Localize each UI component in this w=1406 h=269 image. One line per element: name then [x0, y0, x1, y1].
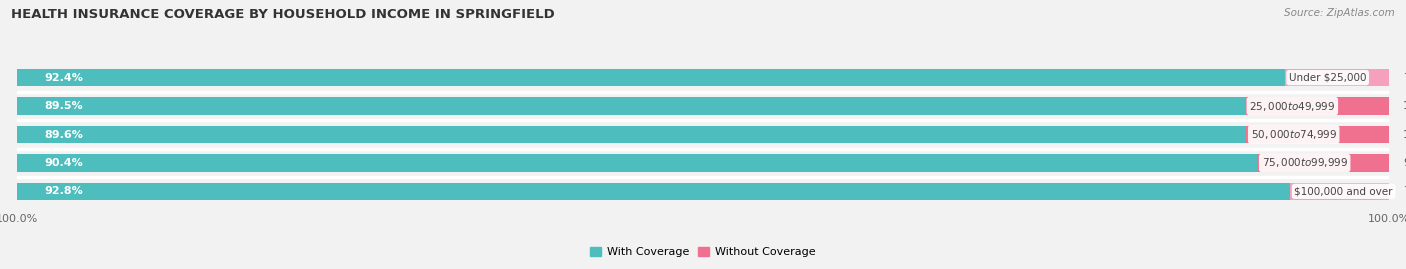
Text: HEALTH INSURANCE COVERAGE BY HOUSEHOLD INCOME IN SPRINGFIELD: HEALTH INSURANCE COVERAGE BY HOUSEHOLD I… — [11, 8, 555, 21]
Bar — [17, 97, 1389, 115]
Bar — [17, 69, 1285, 86]
Text: 92.8%: 92.8% — [45, 186, 83, 196]
Bar — [17, 97, 1246, 115]
Text: 10.4%: 10.4% — [1403, 129, 1406, 140]
Bar — [1291, 183, 1389, 200]
Text: 89.6%: 89.6% — [45, 129, 83, 140]
Text: $25,000 to $49,999: $25,000 to $49,999 — [1249, 100, 1336, 113]
Bar — [17, 183, 1389, 200]
Text: 7.6%: 7.6% — [1403, 73, 1406, 83]
Bar — [1257, 154, 1389, 172]
Text: 7.2%: 7.2% — [1403, 186, 1406, 196]
Bar — [17, 154, 1389, 172]
Text: 9.6%: 9.6% — [1403, 158, 1406, 168]
Bar — [17, 126, 1389, 143]
Text: $75,000 to $99,999: $75,000 to $99,999 — [1261, 156, 1348, 169]
Text: $100,000 and over: $100,000 and over — [1295, 186, 1393, 196]
Bar — [17, 69, 1389, 86]
Text: 89.5%: 89.5% — [45, 101, 83, 111]
Text: Source: ZipAtlas.com: Source: ZipAtlas.com — [1284, 8, 1395, 18]
Text: Under $25,000: Under $25,000 — [1289, 73, 1367, 83]
Text: 10.5%: 10.5% — [1403, 101, 1406, 111]
Text: 90.4%: 90.4% — [45, 158, 83, 168]
Text: 92.4%: 92.4% — [45, 73, 83, 83]
Bar — [1246, 126, 1389, 143]
Text: $50,000 to $74,999: $50,000 to $74,999 — [1250, 128, 1337, 141]
Bar — [17, 126, 1246, 143]
Legend: With Coverage, Without Coverage: With Coverage, Without Coverage — [586, 242, 820, 261]
Bar — [17, 183, 1291, 200]
Bar — [1285, 69, 1389, 86]
Bar — [17, 154, 1257, 172]
Bar — [1246, 97, 1389, 115]
